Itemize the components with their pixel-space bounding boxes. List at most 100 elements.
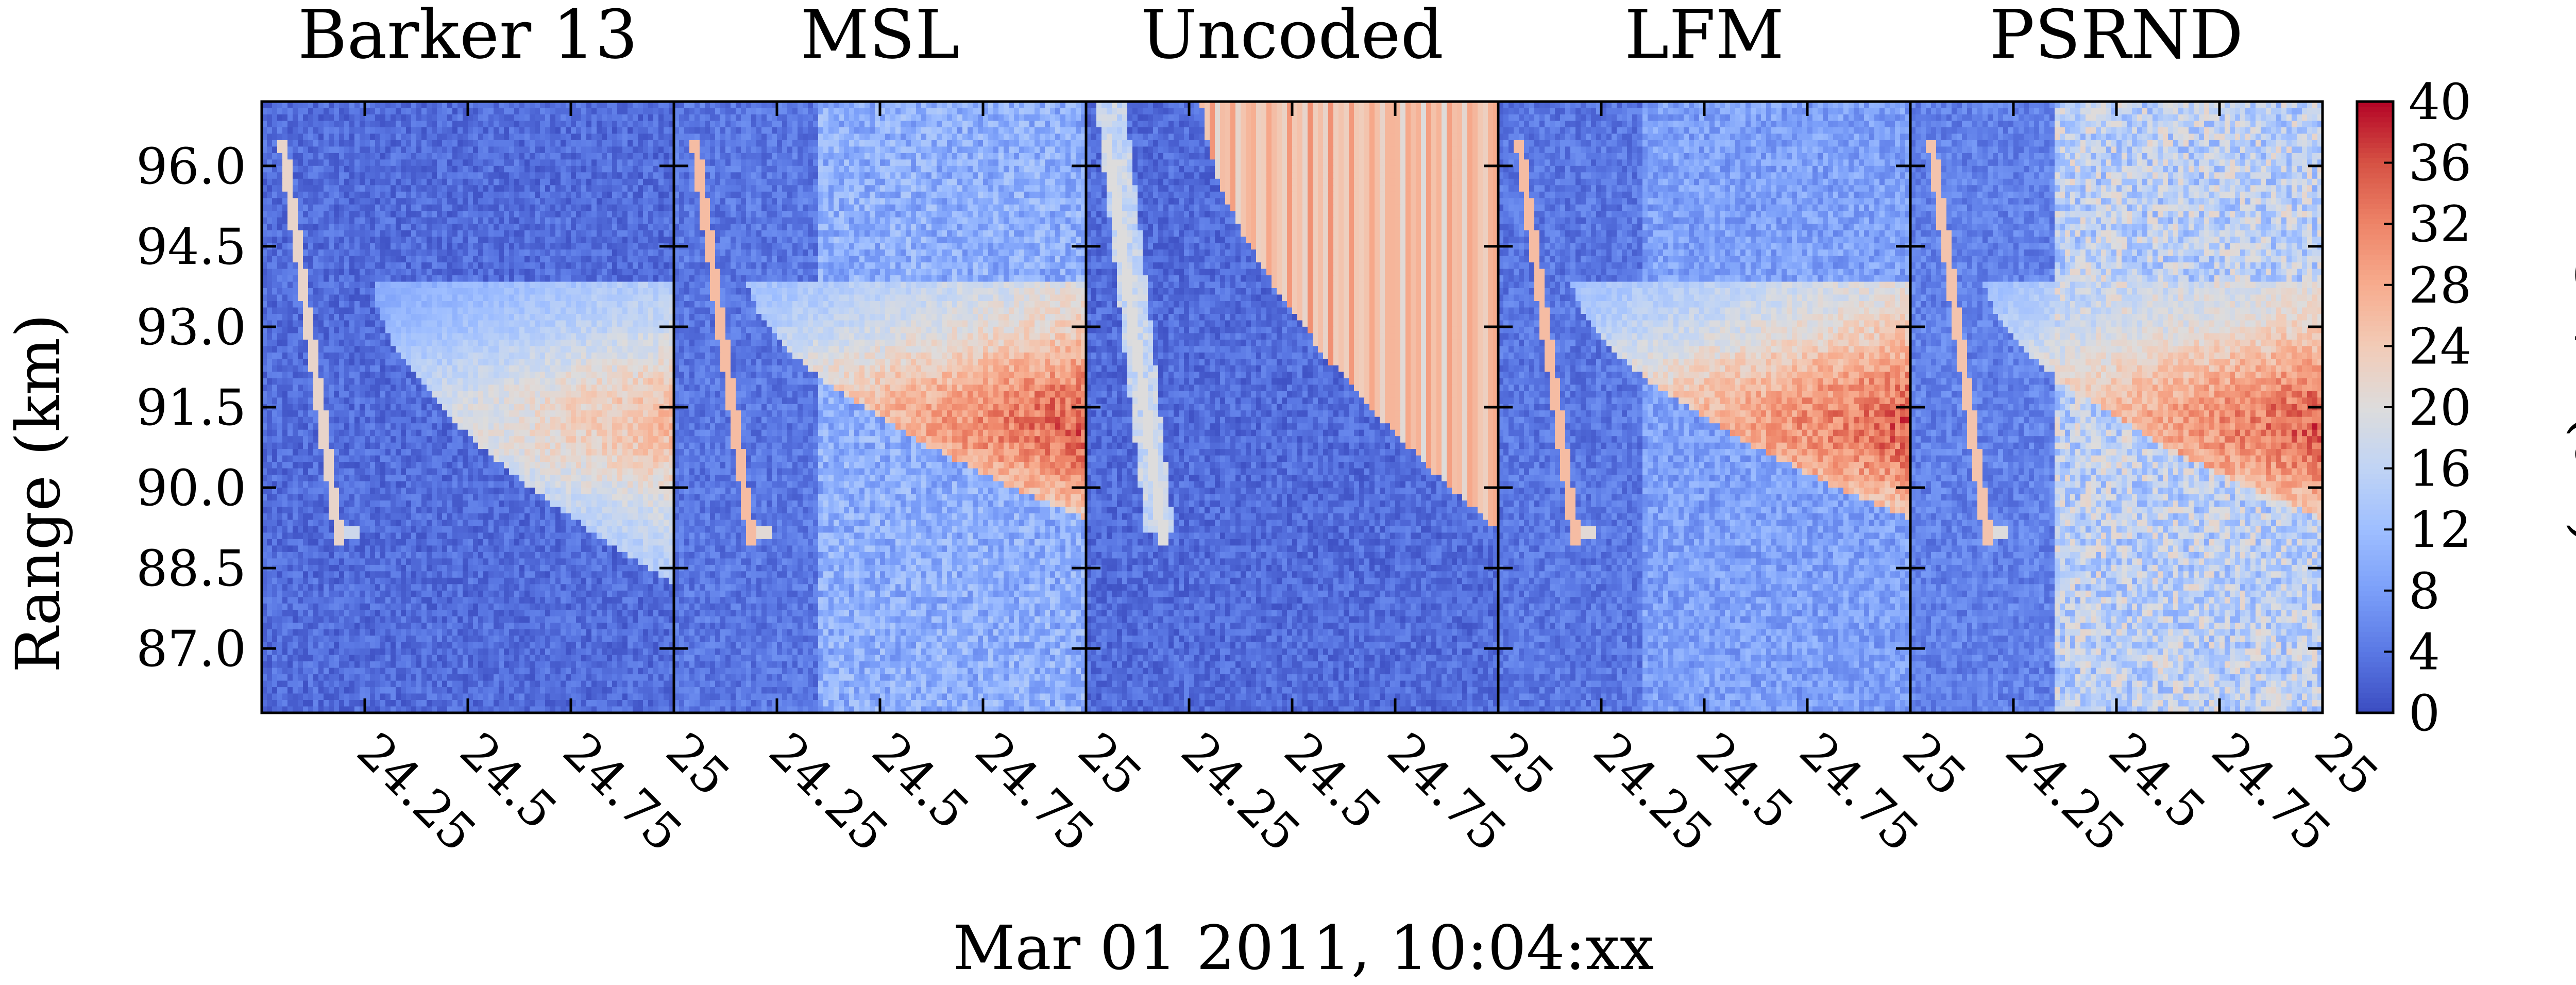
colorbar-segment — [2357, 524, 2393, 530]
colorbar-segment — [2357, 321, 2393, 326]
colorbar-segment — [2357, 478, 2393, 485]
colorbar-segment — [2357, 279, 2393, 286]
panel-title: PSRND — [1990, 0, 2243, 74]
x-tick-label: 24.75 — [1377, 722, 1518, 863]
colorbar-segment — [2357, 585, 2393, 591]
colorbar-segment — [2357, 407, 2393, 413]
colorbar-segment — [2357, 519, 2393, 525]
colorbar-segment — [2357, 111, 2393, 118]
colorbar-segment — [2357, 636, 2393, 642]
colorbar-segment — [2357, 682, 2393, 688]
x-tick-label: 24.75 — [964, 722, 1106, 863]
colorbar-segment — [2357, 310, 2393, 316]
colorbar-segment — [2357, 325, 2393, 331]
colorbar-segment — [2357, 453, 2393, 459]
colorbar-segment — [2357, 606, 2393, 612]
colorbar-segment — [2357, 290, 2393, 296]
colorbar-segment — [2357, 376, 2393, 382]
colorbar-segment — [2357, 672, 2393, 678]
colorbar-segment — [2357, 127, 2393, 133]
colorbar-tick-label: 28 — [2409, 257, 2471, 314]
colorbar-segment — [2357, 489, 2393, 494]
colorbar-segment — [2357, 330, 2393, 337]
colorbar-segment — [2357, 381, 2393, 388]
colorbar-segment — [2357, 178, 2393, 183]
x-tick-label: 24.25 — [758, 722, 900, 863]
colorbar-segment — [2357, 249, 2393, 255]
panel-title: Barker 13 — [298, 0, 638, 74]
panels-group: Barker 1324.2524.524.7525MSL24.2524.524.… — [260, 0, 2389, 863]
colorbar-tick-label: 40 — [2409, 73, 2471, 131]
colorbar-segment — [2357, 193, 2393, 199]
colorbar-segment — [2357, 122, 2393, 128]
colorbar-segment — [2357, 106, 2393, 112]
colorbar-segment — [2357, 555, 2393, 561]
x-tick-label: 25 — [2304, 722, 2389, 807]
colorbar-tick-label: 24 — [2409, 318, 2471, 375]
colorbar-segment — [2357, 473, 2393, 479]
colorbar-segment — [2357, 234, 2393, 240]
colorbar-segment — [2357, 652, 2393, 658]
colorbar-segment — [2357, 259, 2393, 265]
colorbar-segment — [2357, 535, 2393, 540]
colorbar-segment — [2357, 641, 2393, 647]
colorbar-segment — [2357, 162, 2393, 169]
colorbar-segment — [2357, 703, 2393, 708]
colorbar-segment — [2357, 692, 2393, 698]
colorbar-segment — [2357, 590, 2393, 596]
colorbar-tick-label: 32 — [2409, 195, 2471, 253]
colorbar-segment — [2357, 198, 2393, 204]
colorbar-segment — [2357, 494, 2393, 499]
colorbar-segment — [2357, 540, 2393, 545]
y-axis-label: Range (km) — [3, 314, 74, 673]
x-tick-label: 25 — [1892, 722, 1977, 807]
y-tick-label: 93.0 — [136, 298, 246, 356]
colorbar-segment — [2357, 157, 2393, 163]
colorbar-segment — [2357, 361, 2393, 367]
colorbar-tick-label: 12 — [2409, 501, 2471, 559]
colorbar-segment — [2357, 366, 2393, 372]
heatmap-3 — [1498, 102, 1910, 713]
colorbar-segment — [2357, 498, 2393, 505]
colorbar-segment — [2357, 402, 2393, 408]
colorbar-segment — [2357, 203, 2393, 209]
colorbar-segment — [2357, 509, 2393, 515]
colorbar-tick-label: 20 — [2409, 379, 2471, 437]
colorbar-segment — [2357, 132, 2393, 138]
y-tick-label: 90.0 — [136, 459, 246, 517]
colorbar-tick-label: 4 — [2409, 623, 2440, 681]
colorbar-segment — [2357, 264, 2393, 270]
colorbar-segment — [2357, 208, 2393, 214]
colorbar-segment — [2357, 270, 2393, 275]
colorbar-segment — [2357, 468, 2393, 474]
colorbar-segment — [2357, 611, 2393, 616]
colorbar-segment — [2357, 417, 2393, 423]
x-tick-label: 24.25 — [1995, 722, 2136, 863]
y-tick-label: 87.0 — [136, 620, 246, 678]
colorbar-segment — [2357, 621, 2393, 627]
colorbar-segment — [2357, 458, 2393, 464]
colorbar-segment — [2357, 549, 2393, 556]
colorbar-segment — [2357, 239, 2393, 245]
colorbar-segment — [2357, 463, 2393, 469]
colorbar-segment — [2357, 565, 2393, 571]
colorbar-segment — [2357, 285, 2393, 291]
colorbar-segment — [2357, 116, 2393, 123]
x-tick-label: 24.75 — [1789, 722, 1930, 863]
x-tick-label: 25 — [1480, 722, 1565, 807]
colorbar-segment — [2357, 432, 2393, 439]
colorbar-tick-label: 0 — [2409, 685, 2440, 742]
colorbar-segment — [2357, 646, 2393, 653]
colorbar-label: SNR (dB) — [2562, 254, 2576, 545]
x-tick-label: 24.75 — [552, 722, 693, 863]
colorbar-segment — [2357, 173, 2393, 179]
colorbar-segment — [2357, 224, 2393, 229]
colorbar-segment — [2357, 147, 2393, 153]
heatmap-0 — [262, 102, 674, 713]
colorbar-segment — [2357, 616, 2393, 622]
